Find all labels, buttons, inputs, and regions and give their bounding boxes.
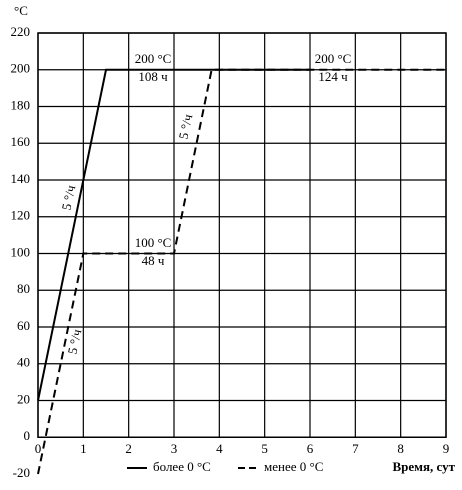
data-line <box>37 68 446 475</box>
y-tick-label: 0 <box>24 428 31 443</box>
x-tick-label: 5 <box>261 441 268 456</box>
plot-frame <box>37 32 447 438</box>
y-tick-label: 120 <box>11 208 31 223</box>
annotation: 200 °C <box>315 51 352 66</box>
legend-label: более 0 °C <box>153 459 211 474</box>
x-tick-label: 4 <box>216 441 223 456</box>
x-tick-label: 3 <box>171 441 178 456</box>
x-tick-label: 0 <box>35 441 42 456</box>
y-tick-label: 100 <box>11 244 31 259</box>
y-tick-label: -20 <box>13 465 30 480</box>
annotation: 108 ч <box>138 69 168 84</box>
annotation: 124 ч <box>318 69 348 84</box>
x-tick-label: 1 <box>80 441 87 456</box>
annotation: 100 °C <box>135 235 172 250</box>
slope-annotation: 5 °/ч <box>65 327 85 355</box>
y-tick-label: 20 <box>17 391 30 406</box>
x-tick-label: 6 <box>307 441 314 456</box>
annotation: 48 ч <box>142 253 165 268</box>
y-tick-label: 200 <box>11 61 31 76</box>
slope-annotation: 5 °/ч <box>176 112 196 140</box>
x-tick-label: 7 <box>352 441 359 456</box>
y-tick-label: 140 <box>11 171 31 186</box>
slope-annotation: 5 °/ч <box>59 183 79 211</box>
legend-label: менее 0 °C <box>264 459 323 474</box>
x-tick-label: 8 <box>397 441 404 456</box>
y-tick-label: 220 <box>11 24 31 39</box>
y-tick-label: 180 <box>11 97 31 112</box>
y-tick-label: 80 <box>17 281 30 296</box>
y-tick-label: 160 <box>11 134 31 149</box>
x-axis-label: Время, сут <box>392 459 455 474</box>
y-tick-label: 60 <box>17 318 30 333</box>
y-axis-label: °C <box>14 3 28 18</box>
y-tick-label: 40 <box>17 355 30 370</box>
x-tick-label: 9 <box>443 441 450 456</box>
x-tick-label: 2 <box>125 441 132 456</box>
annotation: 200 °C <box>135 51 172 66</box>
